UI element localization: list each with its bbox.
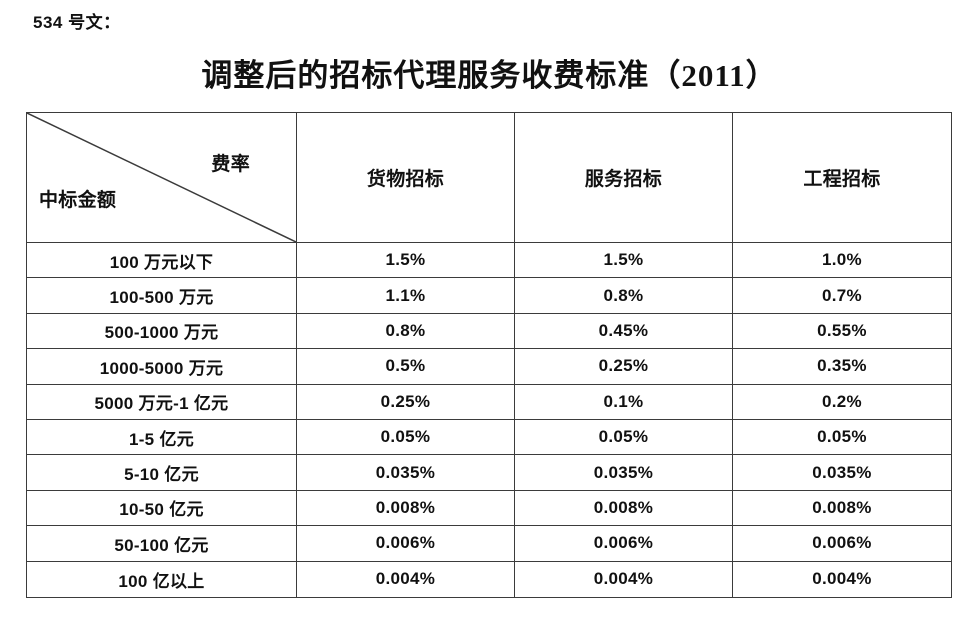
rate-cell-engineering: 0.006% xyxy=(733,526,951,562)
rate-cell-goods: 0.035% xyxy=(297,455,515,491)
rate-cell-goods: 0.8% xyxy=(297,313,515,350)
row-label-cell: 100 亿以上 xyxy=(27,561,297,597)
rate-cell-service: 0.05% xyxy=(515,420,733,456)
rate-cell-engineering: 0.55% xyxy=(733,314,951,350)
rate-cell-service: 0.8% xyxy=(515,278,733,314)
rate-cell-engineering: 0.004% xyxy=(812,569,872,589)
rate-cell-service: 1.5% xyxy=(515,243,733,279)
corner-header-cell: 费率 中标金额 xyxy=(27,113,297,243)
row-label-cell: 5-10 亿元 xyxy=(27,455,297,491)
rate-cell-service: 0.25% xyxy=(515,349,733,385)
rate-cell-engineering: 0.008% xyxy=(733,491,951,527)
column-header-service: 服务招标 xyxy=(515,113,733,243)
rate-cell-engineering: 1.0% xyxy=(733,243,951,279)
row-label-cell: 100 万元以下 xyxy=(27,243,297,279)
rate-cell-engineering: 0.7% xyxy=(733,278,951,314)
rate-cell-service: 0.45% xyxy=(515,313,733,350)
row-label-cell: 500-1000 万元 xyxy=(27,313,297,350)
page-title: 调整后的招标代理服务收费标准（2011） xyxy=(201,58,778,93)
rate-cell-service: 0.1% xyxy=(515,384,733,420)
row-label-cell: 50-100 亿元 xyxy=(27,526,297,562)
column-header-engineering: 工程招标 xyxy=(733,113,951,243)
rate-cell-service: 0.006% xyxy=(515,526,733,562)
row-label-cell: 100-500 万元 xyxy=(27,278,297,314)
rate-cell-goods: 1.5% xyxy=(297,243,515,279)
rate-cell-goods: 0.006% xyxy=(297,526,515,562)
rate-cell-engineering: 0.05% xyxy=(733,420,951,456)
corner-label-fee-rate: 费率 xyxy=(211,154,250,175)
rate-cell-engineering: 0.35% xyxy=(733,349,951,385)
row-label-cell: 5000 万元-1 亿元 xyxy=(27,384,297,420)
corner-label-bid-amount: 中标金额 xyxy=(39,190,117,211)
rate-cell-service: 0.004% xyxy=(515,561,733,597)
column-header-goods: 货物招标 xyxy=(297,113,515,243)
rate-cell-service: 0.008% xyxy=(515,490,733,527)
row-label-cell: 10-50 亿元 xyxy=(27,490,297,527)
rate-cell-service: 0.035% xyxy=(515,455,733,491)
rate-cell-goods: 0.008% xyxy=(297,490,515,527)
rate-cell-goods: 0.05% xyxy=(297,420,515,456)
rate-cell-goods: 1.1% xyxy=(297,278,515,314)
rate-cell-goods: 0.004% xyxy=(297,561,515,597)
rate-cell-engineering: 0.035% xyxy=(733,455,951,491)
row-label-cell: 1-5 亿元 xyxy=(27,420,297,456)
fee-rate-table: 费率 中标金额 货物招标 服务招标 工程招标 100 万元以下 1.5% 1.5… xyxy=(26,112,952,598)
row-label-cell: 1000-5000 万元 xyxy=(27,349,297,385)
rate-cell-engineering: 0.2% xyxy=(733,385,951,420)
rate-cell-goods: 0.25% xyxy=(297,384,515,420)
doc-number-label: 534 号文： xyxy=(33,13,121,32)
diagonal-divider-line xyxy=(27,113,296,242)
rate-cell-goods: 0.5% xyxy=(297,349,515,385)
